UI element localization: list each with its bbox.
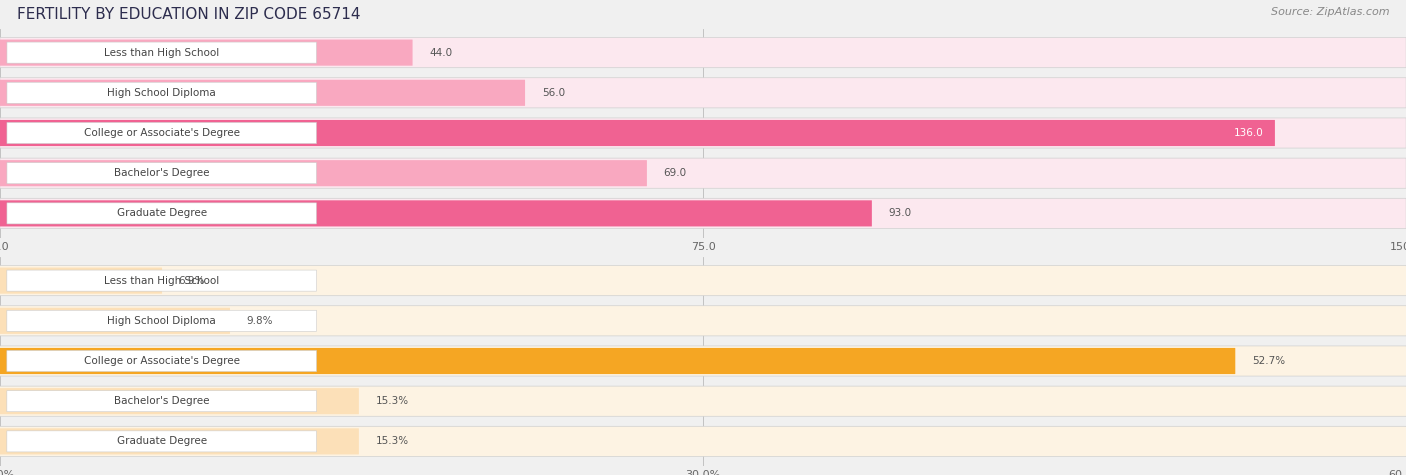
Text: FERTILITY BY EDUCATION IN ZIP CODE 65714: FERTILITY BY EDUCATION IN ZIP CODE 65714 xyxy=(17,7,360,22)
FancyBboxPatch shape xyxy=(7,162,316,184)
Text: 15.3%: 15.3% xyxy=(375,437,409,446)
Text: 52.7%: 52.7% xyxy=(1251,356,1285,366)
FancyBboxPatch shape xyxy=(7,310,316,332)
FancyBboxPatch shape xyxy=(0,120,1275,146)
Text: 69.0: 69.0 xyxy=(664,168,686,178)
Text: 136.0: 136.0 xyxy=(1234,128,1264,138)
Text: 9.8%: 9.8% xyxy=(246,316,273,326)
FancyBboxPatch shape xyxy=(7,82,316,104)
Text: 15.3%: 15.3% xyxy=(375,396,409,406)
FancyBboxPatch shape xyxy=(7,203,316,224)
FancyBboxPatch shape xyxy=(0,38,1406,67)
FancyBboxPatch shape xyxy=(0,78,1406,108)
FancyBboxPatch shape xyxy=(0,306,1406,336)
FancyBboxPatch shape xyxy=(7,270,316,291)
Text: College or Associate's Degree: College or Associate's Degree xyxy=(84,128,239,138)
FancyBboxPatch shape xyxy=(0,267,162,294)
Text: Less than High School: Less than High School xyxy=(104,276,219,285)
FancyBboxPatch shape xyxy=(0,80,524,106)
FancyBboxPatch shape xyxy=(0,427,1406,456)
Text: Graduate Degree: Graduate Degree xyxy=(117,209,207,218)
FancyBboxPatch shape xyxy=(7,351,316,371)
FancyBboxPatch shape xyxy=(0,428,359,455)
Text: College or Associate's Degree: College or Associate's Degree xyxy=(84,356,239,366)
FancyBboxPatch shape xyxy=(7,123,316,143)
FancyBboxPatch shape xyxy=(0,388,359,414)
Text: High School Diploma: High School Diploma xyxy=(107,88,217,98)
Text: 93.0: 93.0 xyxy=(889,209,911,218)
FancyBboxPatch shape xyxy=(0,118,1406,148)
FancyBboxPatch shape xyxy=(0,346,1406,376)
FancyBboxPatch shape xyxy=(7,390,316,412)
FancyBboxPatch shape xyxy=(0,200,872,227)
FancyBboxPatch shape xyxy=(0,266,1406,295)
Text: Source: ZipAtlas.com: Source: ZipAtlas.com xyxy=(1271,7,1389,17)
FancyBboxPatch shape xyxy=(0,39,412,66)
Text: 44.0: 44.0 xyxy=(429,48,453,57)
FancyBboxPatch shape xyxy=(0,199,1406,228)
FancyBboxPatch shape xyxy=(7,42,316,63)
Text: 6.9%: 6.9% xyxy=(179,276,205,285)
FancyBboxPatch shape xyxy=(7,431,316,452)
FancyBboxPatch shape xyxy=(0,308,231,334)
Text: Graduate Degree: Graduate Degree xyxy=(117,437,207,446)
FancyBboxPatch shape xyxy=(0,348,1236,374)
FancyBboxPatch shape xyxy=(0,386,1406,416)
Text: Bachelor's Degree: Bachelor's Degree xyxy=(114,168,209,178)
Text: Less than High School: Less than High School xyxy=(104,48,219,57)
Text: 56.0: 56.0 xyxy=(541,88,565,98)
Text: Bachelor's Degree: Bachelor's Degree xyxy=(114,396,209,406)
FancyBboxPatch shape xyxy=(0,158,1406,188)
FancyBboxPatch shape xyxy=(0,160,647,186)
Text: High School Diploma: High School Diploma xyxy=(107,316,217,326)
